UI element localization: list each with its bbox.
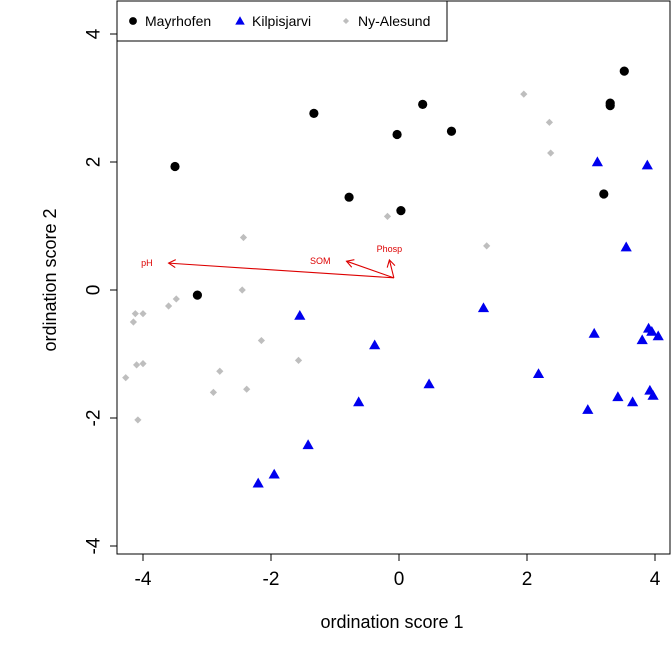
data-point [532,368,545,379]
legend-item-mayrhofen: Mayrhofen [129,13,211,29]
data-point [620,241,632,252]
y-tick-label: -2 [84,410,105,427]
legend-marker [129,17,137,25]
legend-marker [342,17,350,25]
data-point [619,66,629,76]
legend-box [116,0,448,42]
x-tick-label: 0 [394,569,405,590]
data-point [646,326,658,336]
vector-label: pH [141,258,153,268]
series-ny-alesund [122,90,555,424]
data-point [582,404,594,414]
data-point [302,439,314,450]
data-point [134,416,142,424]
series-mayrhofen [170,66,629,300]
data-point [238,286,246,294]
environmental-vectors: pH SOM Phosp [141,244,403,279]
y-tick-label: 4 [84,28,105,39]
data-point [418,99,428,109]
data-point [139,310,147,318]
data-point [545,118,553,126]
data-point [294,310,306,320]
data-point [477,302,490,313]
data-point [369,339,381,350]
data-point [547,149,555,157]
data-point [209,388,217,396]
data-point [252,477,264,488]
data-point [520,90,528,98]
data-point [396,206,406,216]
data-point [605,98,615,108]
data-point [133,361,141,369]
data-point [243,385,251,393]
x-tick-label: -2 [263,569,280,590]
data-point [165,302,173,310]
data-point [344,192,354,202]
data-point [483,242,491,250]
data-point [192,290,202,300]
data-point [383,212,392,220]
data-point [599,189,609,199]
y-tick-label: -4 [84,537,105,554]
vector-ph-line [168,262,394,279]
y-axis-title: ordination score 2 [40,208,60,351]
y-tick-label: 0 [84,285,105,296]
data-point [353,396,365,407]
y-tick-label: 2 [84,157,105,168]
data-point [641,159,653,170]
data-point [423,378,435,389]
data-point [627,396,639,407]
data-point [172,295,180,303]
series-kilpisjarvi [252,156,664,488]
legend-label: Ny-Alesund [358,13,430,29]
vector-ph-arrowhead [167,259,177,269]
x-axis-title: ordination score 1 [320,612,463,632]
data-point [591,156,603,167]
x-tick-label: -4 [135,569,152,590]
data-point [257,336,265,345]
data-point [131,310,139,318]
data-point [268,468,280,479]
data-points [122,66,664,488]
data-point [446,126,457,136]
vector-phosp-line [388,259,395,278]
legend-label: Mayrhofen [145,13,211,29]
data-point [122,374,130,382]
x-axis: -4 -2 0 2 4 [135,553,661,590]
data-point [294,356,303,364]
data-point [588,327,600,338]
vector-som-line [346,260,395,279]
data-point [239,233,248,242]
x-tick-label: 2 [522,569,533,590]
legend-label: Kilpisjarvi [252,13,311,29]
data-point [636,334,648,345]
vector-label: Phosp [377,244,403,254]
vector-phosp-arrowhead [386,258,396,268]
data-point [139,360,147,368]
legend-item-ny-alesund: Ny-Alesund [342,13,430,29]
legend-item-kilpisjarvi: Kilpisjarvi [235,13,311,29]
data-point [129,318,137,326]
data-point [652,330,664,341]
data-point [170,161,180,172]
data-point [216,367,224,375]
y-axis: -4 -2 0 2 4 [84,28,118,554]
data-point [392,129,402,140]
vector-som-arrowhead [345,259,355,268]
vector-label: SOM [310,256,331,266]
data-point [309,108,319,118]
data-point [647,390,659,400]
data-point [612,391,624,402]
legend-marker [235,16,245,25]
x-tick-label: 4 [650,569,661,590]
legend: Mayrhofen Kilpisjarvi Ny-Alesund [116,0,448,42]
